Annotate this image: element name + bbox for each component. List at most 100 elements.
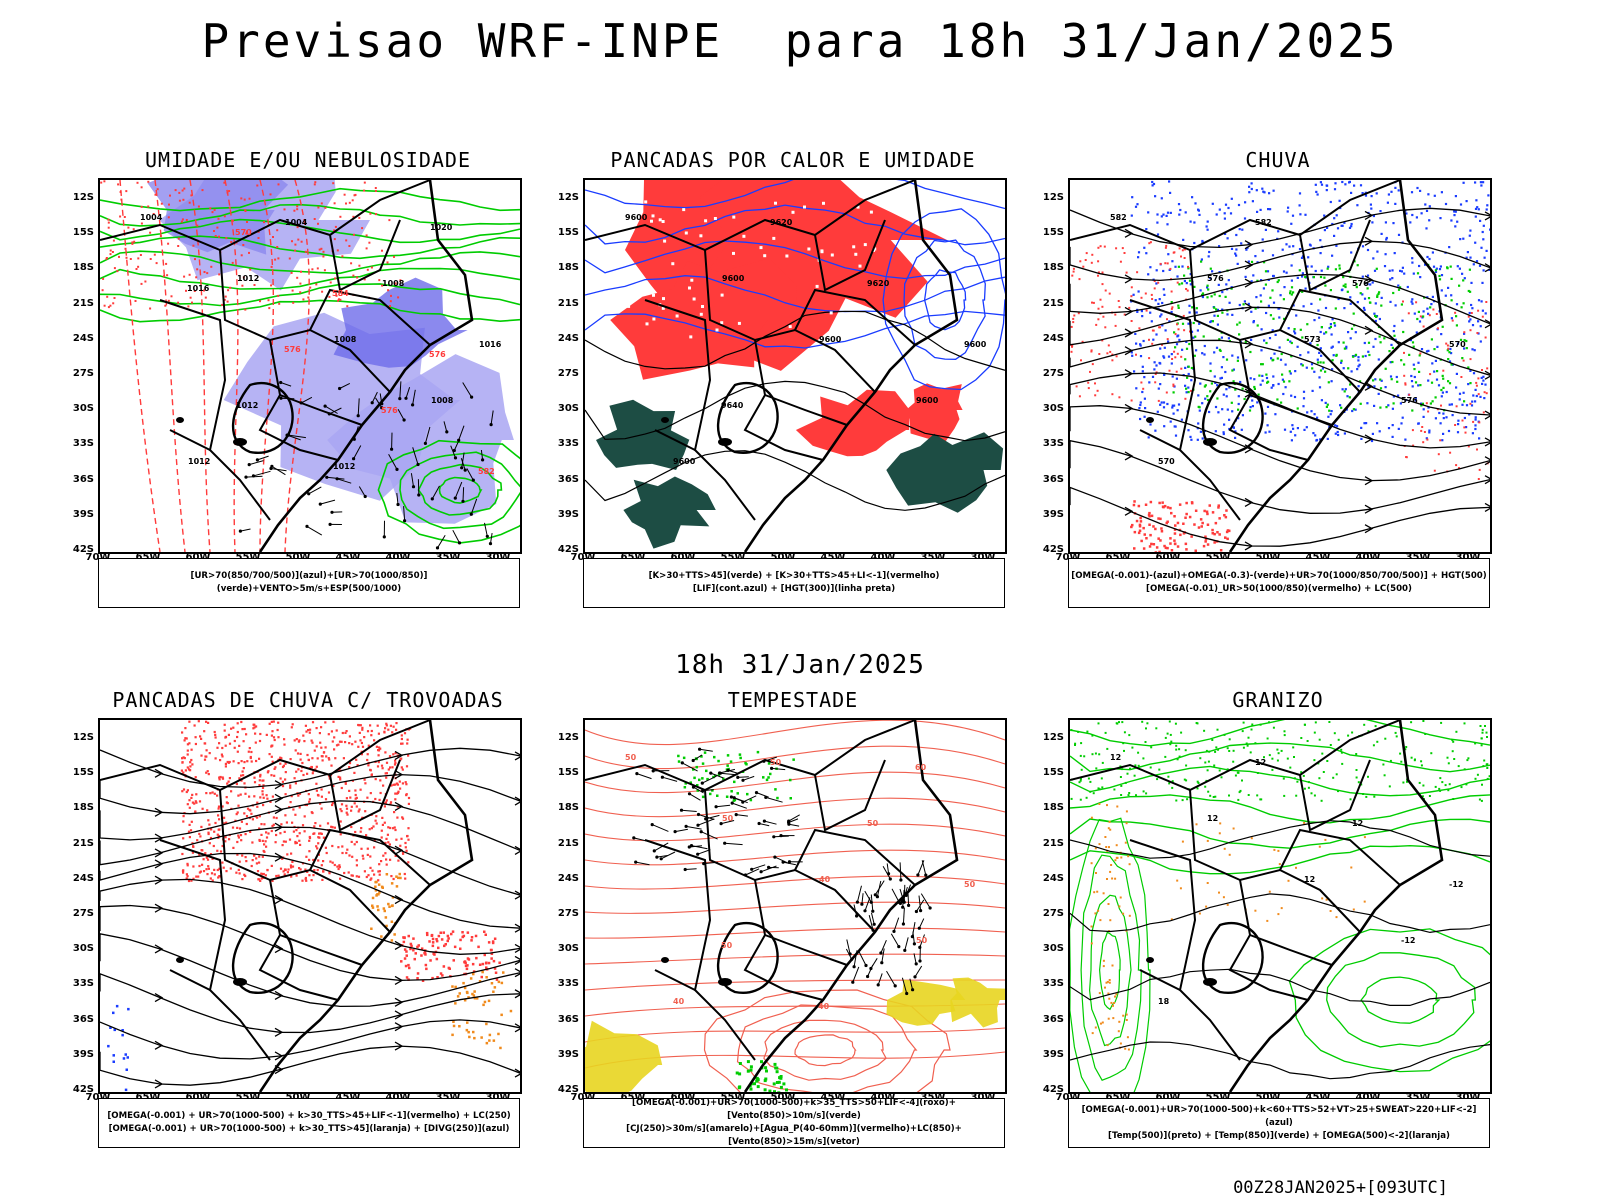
lif-label-box <box>880 200 884 204</box>
storm-red-fleck <box>315 745 318 748</box>
state-border <box>764 934 848 966</box>
storm-red-fleck <box>389 766 392 769</box>
temp850-fleck <box>1355 769 1358 771</box>
rain-blue-fleck <box>1185 391 1188 394</box>
temp850-fleck <box>1406 780 1408 783</box>
lif-label-box <box>772 236 776 240</box>
map-plot-area: 1004 1012 1008 1008 1012 1004 1008 1016 1012 1012… <box>98 178 522 554</box>
rain-blue-fleck <box>1399 402 1402 405</box>
rain-blue-fleck <box>1272 301 1276 304</box>
rain-red-fleck <box>1163 504 1167 508</box>
state-border <box>100 720 431 792</box>
rain-red-fleck <box>1138 529 1142 532</box>
rain-green-fleck <box>1289 290 1292 293</box>
temp850-fleck <box>1129 767 1131 770</box>
lon-tick-label: 30W <box>483 552 513 563</box>
lon-tick-label: 40W <box>1353 1092 1383 1103</box>
storm-red-fleck <box>296 835 299 838</box>
storm-red-fleck <box>205 771 208 774</box>
rain-red-fleck <box>1130 399 1133 402</box>
temp850-fleck <box>1254 742 1257 745</box>
rain-red-fleck <box>1115 247 1118 250</box>
storm-red-fleck <box>299 843 302 846</box>
wind850-green-fleck <box>782 1082 786 1086</box>
rain-blue-fleck <box>1428 219 1431 222</box>
omega500-orange-fleck <box>1112 1004 1114 1007</box>
rain-red-fleck <box>1200 525 1203 528</box>
wind850-vector <box>736 814 748 817</box>
storm-red-fleck <box>283 873 286 876</box>
temp850-fleck <box>1420 764 1423 767</box>
wind850-vector <box>881 948 885 963</box>
rain-red-fleck <box>1097 246 1100 249</box>
lake <box>176 957 184 963</box>
humidity-red-fleck <box>192 244 195 247</box>
storm-red-fleck <box>217 876 220 879</box>
wind850-vector <box>724 842 743 846</box>
rain-blue-fleck <box>1289 340 1292 343</box>
rain-blue-fleck <box>1330 410 1333 413</box>
rain-blue-fleck <box>1354 331 1357 334</box>
temp850-fleck <box>1405 746 1408 748</box>
storm-red-fleck <box>183 845 186 849</box>
storm-red-fleck <box>339 820 342 823</box>
wind850-vector-head <box>762 819 766 823</box>
storm-red-fleck <box>407 934 410 938</box>
humidity-red-fleck <box>270 284 273 287</box>
rain-green-fleck <box>1418 370 1421 373</box>
contour-label: 576 <box>429 350 446 359</box>
humidity-red-fleck <box>189 296 192 299</box>
humidity-red-fleck <box>203 289 205 292</box>
wind850-vector <box>880 940 887 954</box>
rain-green-fleck <box>1201 292 1205 295</box>
thickness-contour <box>259 180 275 552</box>
rain-green-fleck <box>1325 331 1328 334</box>
wind850-green-fleck <box>717 759 720 763</box>
storm-red-fleck <box>404 841 407 845</box>
wind850-vector <box>662 776 678 782</box>
rain-blue-fleck <box>1292 427 1295 430</box>
rain-green-fleck <box>1244 340 1247 344</box>
rain-blue-fleck <box>1422 415 1425 418</box>
storm-orange-fleck <box>480 1036 483 1039</box>
rain-red-fleck <box>1211 511 1215 514</box>
lon-tick-label: 35W <box>433 1092 463 1103</box>
humidity-red-fleck <box>332 182 335 185</box>
humidity-red-fleck <box>356 276 359 279</box>
storm-red-fleck <box>238 744 241 747</box>
storm-red-fleck <box>284 814 287 817</box>
lat-tick-label: 12S <box>72 192 94 203</box>
storm-red-fleck <box>304 868 307 871</box>
wind850-vector-head <box>914 909 918 914</box>
storm-red-fleck <box>319 741 322 744</box>
contour-label: 9640 <box>721 401 744 410</box>
rain-red-fleck <box>1072 267 1075 270</box>
rain-blue-fleck <box>1174 434 1178 437</box>
humidity-red-fleck <box>112 302 115 305</box>
streamline-arrow <box>154 903 164 913</box>
rain-blue-fleck <box>1142 339 1145 343</box>
storm-red-fleck <box>400 734 403 737</box>
rain-blue-fleck <box>1465 200 1468 203</box>
rain-blue-fleck <box>1416 186 1419 190</box>
rain-red-fleck <box>1469 402 1472 405</box>
rain-blue-fleck <box>1391 407 1394 410</box>
rain-red-fleck <box>1101 283 1104 286</box>
storm-red-fleck <box>414 952 417 955</box>
wind-vector <box>353 445 362 459</box>
storm-red-fleck <box>401 817 405 820</box>
lc250-streamline <box>100 800 520 852</box>
rain-blue-fleck <box>1468 311 1471 315</box>
rain-blue-fleck <box>1188 304 1191 307</box>
temp850-fleck <box>1457 765 1460 768</box>
lat-tick-label: 12S <box>557 192 579 203</box>
rain-blue-fleck <box>1234 252 1237 255</box>
temp850-fleck <box>1347 734 1350 737</box>
storm-red-fleck <box>221 844 224 848</box>
humidity-red-fleck <box>147 180 150 183</box>
rain-blue-fleck <box>1462 237 1465 240</box>
omega500-orange-fleck <box>1099 919 1102 922</box>
rain-green-fleck <box>1188 279 1192 282</box>
rain-blue-fleck <box>1250 310 1253 313</box>
rain-green-fleck <box>1312 276 1315 279</box>
